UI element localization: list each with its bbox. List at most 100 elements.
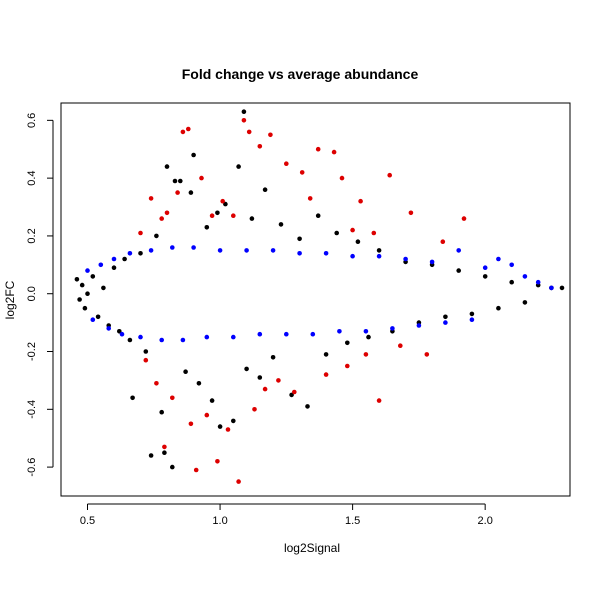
data-point: [77, 297, 82, 302]
data-point: [456, 248, 462, 253]
data-point: [98, 262, 104, 268]
data-point: [231, 334, 236, 340]
y-axis: -0.6 -0.4 -0.2 0.0 0.2 0.4 0.6: [26, 113, 54, 477]
data-point: [262, 386, 268, 392]
data-point: [85, 268, 90, 273]
data-point: [482, 265, 488, 271]
y-tick-label: 0.0: [26, 286, 38, 301]
data-point: [215, 459, 220, 464]
data-point: [154, 233, 159, 239]
data-point: [337, 329, 342, 334]
data-point: [339, 175, 345, 181]
data-point: [305, 404, 310, 409]
data-point: [429, 259, 435, 265]
data-point: [193, 467, 199, 473]
data-point: [188, 421, 194, 427]
data-point: [164, 164, 170, 169]
data-point: [159, 216, 164, 221]
data-point: [461, 216, 467, 221]
data-point: [127, 251, 133, 256]
data-point: [522, 300, 528, 305]
data-point: [138, 230, 143, 236]
data-point: [257, 331, 263, 337]
data-point: [270, 248, 276, 253]
data-point: [231, 213, 236, 218]
data-point: [252, 407, 257, 412]
data-point: [469, 311, 475, 317]
data-point: [371, 230, 377, 236]
data-point: [164, 210, 170, 216]
data-point: [535, 279, 541, 285]
data-point: [199, 175, 204, 181]
x-tick-label: 1.0: [212, 515, 227, 527]
data-point: [509, 279, 514, 285]
data-point: [130, 395, 135, 401]
data-point: [220, 198, 225, 204]
data-point: [408, 210, 414, 216]
data-point: [363, 329, 369, 334]
data-point: [241, 118, 247, 123]
data-point: [278, 222, 284, 227]
data-point: [323, 352, 329, 357]
data-point: [204, 412, 210, 418]
data-point: [292, 389, 297, 395]
data-point: [345, 363, 350, 369]
data-point: [209, 398, 215, 403]
data-point: [276, 378, 281, 383]
data-point: [148, 453, 154, 458]
data-point: [358, 198, 363, 204]
data-point: [191, 152, 196, 158]
data-point: [231, 418, 236, 424]
data-point: [262, 187, 268, 192]
data-point: [403, 256, 408, 262]
data-point: [323, 251, 329, 256]
data-point: [101, 285, 106, 291]
data-point: [366, 334, 371, 340]
data-point: [180, 337, 186, 343]
data-point: [74, 277, 80, 282]
data-point: [244, 366, 249, 372]
y-axis-label: log2FC: [3, 280, 17, 319]
y-tick-label: 0.4: [26, 170, 38, 185]
data-point: [127, 337, 133, 343]
data-point: [154, 381, 159, 386]
data-point: [178, 178, 183, 184]
data-point: [323, 372, 329, 377]
data-point: [85, 291, 90, 297]
data-point: [268, 132, 273, 138]
data-point: [257, 375, 263, 380]
data-point: [148, 196, 154, 201]
data-point: [180, 129, 186, 135]
data-point: [172, 178, 178, 184]
data-point: [111, 256, 117, 262]
data-point: [307, 196, 313, 201]
data-point: [496, 256, 501, 262]
data-point: [398, 343, 403, 349]
data-point: [138, 251, 143, 256]
data-point: [443, 314, 448, 320]
data-point: [496, 305, 501, 311]
data-point: [117, 329, 122, 334]
x-axis: 0.5 1.0 1.5 2.0: [80, 503, 493, 527]
data-point: [122, 256, 127, 262]
data-point: [175, 190, 180, 195]
data-point: [424, 352, 430, 357]
data-point: [241, 109, 247, 114]
points-layer: [74, 109, 565, 484]
data-point: [363, 352, 369, 357]
data-point: [456, 268, 462, 273]
data-point: [111, 265, 117, 271]
data-point: [188, 190, 194, 195]
y-tick-label: -0.6: [26, 458, 38, 477]
data-point: [196, 381, 202, 386]
data-point: [299, 170, 305, 175]
data-point: [217, 424, 223, 429]
data-point: [204, 225, 210, 230]
data-point: [376, 253, 382, 259]
data-point: [416, 323, 422, 328]
data-point: [191, 245, 196, 250]
data-point: [217, 248, 223, 253]
data-point: [522, 274, 528, 279]
data-point: [376, 398, 382, 403]
data-point: [331, 149, 337, 155]
